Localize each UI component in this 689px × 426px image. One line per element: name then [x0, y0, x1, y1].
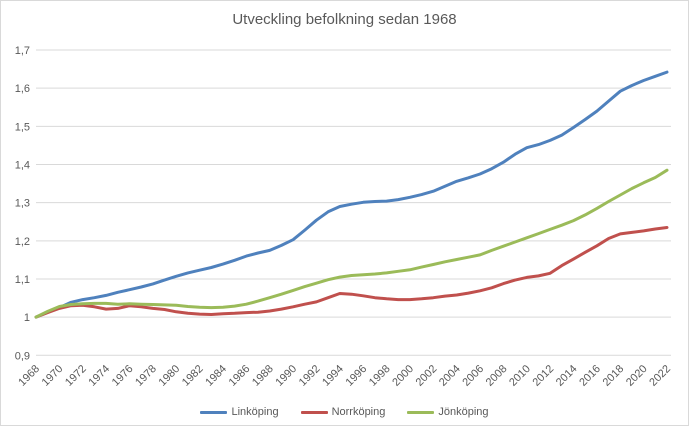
x-axis-tick-label: 1998 [367, 363, 393, 389]
x-axis-tick-label: 1992 [297, 363, 323, 389]
chart-title: Utveckling befolkning sedan 1968 [232, 11, 457, 28]
chart-legend: Linköping Norrköping Jönköping [1, 406, 688, 418]
x-axis-tick-label: 2022 [647, 363, 673, 389]
x-axis-tick-label: 1986 [227, 363, 253, 389]
y-axis-tick-label: 1,1 [15, 274, 30, 286]
legend-label: Norrköping [331, 406, 386, 418]
x-axis-tick-label: 2018 [601, 363, 627, 389]
y-axis-tick-label: 1,7 [15, 45, 30, 57]
y-axis-tick-label: 1,3 [15, 198, 30, 210]
legend-line-swatch [407, 410, 435, 414]
x-axis-tick-label: 1972 [63, 363, 89, 389]
x-axis-tick-label: 1982 [180, 363, 206, 389]
x-axis-tick-label: 1990 [273, 363, 299, 389]
x-axis-tick-label: 2004 [437, 363, 463, 389]
y-axis-tick-label: 1,2 [15, 236, 30, 248]
y-axis-tick-label: 1,5 [15, 121, 30, 133]
legend-line-swatch [300, 410, 328, 414]
x-axis-tick-label: 2002 [414, 363, 440, 389]
x-axis-tick-label: 1978 [133, 363, 159, 389]
legend-item-norrköping: Norrköping [300, 406, 386, 418]
x-axis-tick-label: 2012 [530, 363, 556, 389]
x-axis-tick-label: 2000 [390, 363, 416, 389]
legend-item-jönköping: Jönköping [407, 406, 489, 418]
legend-item-linköping: Linköping [200, 406, 279, 418]
x-axis-tick-label: 1988 [250, 363, 276, 389]
x-axis-tick-label: 2020 [624, 363, 650, 389]
x-axis-tick-label: 1994 [320, 363, 346, 389]
x-axis-tick-label: 1984 [203, 363, 229, 389]
x-axis-tick-label: 2010 [507, 363, 533, 389]
legend-label: Linköping [231, 406, 279, 418]
x-axis-tick-label: 1968 [16, 363, 42, 389]
x-axis-tick-label: 1996 [344, 363, 370, 389]
x-axis-tick-label: 1976 [110, 363, 136, 389]
x-axis-tick-label: 2006 [460, 363, 486, 389]
series-line-norrköping [34, 226, 669, 319]
x-axis-tick-label: 1974 [86, 363, 112, 389]
series-line-jönköping [34, 168, 669, 319]
y-axis-tick-label: 0,9 [15, 350, 30, 362]
x-axis-tick-label: 1970 [40, 363, 66, 389]
x-axis-tick-label: 1980 [157, 363, 183, 389]
x-axis-tick-label: 2016 [577, 363, 603, 389]
series-line-linköping [34, 70, 669, 319]
legend-label: Jönköping [438, 406, 489, 418]
y-axis-tick-label: 1 [24, 312, 30, 324]
y-axis-tick-label: 1,4 [15, 159, 30, 171]
y-axis-tick-label: 1,6 [15, 83, 30, 95]
x-axis-tick-label: 2014 [554, 363, 580, 389]
x-axis-tick-label: 2008 [484, 363, 510, 389]
legend-line-swatch [200, 410, 228, 414]
